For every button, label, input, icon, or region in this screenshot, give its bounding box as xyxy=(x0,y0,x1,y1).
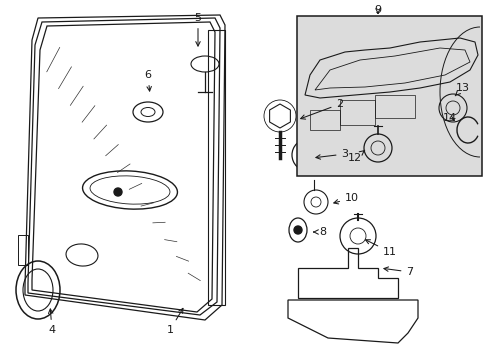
Text: 6: 6 xyxy=(144,70,151,91)
Text: 7: 7 xyxy=(383,267,413,277)
Text: 5: 5 xyxy=(194,13,201,46)
Text: 4: 4 xyxy=(48,309,56,335)
Text: 13: 13 xyxy=(454,83,469,96)
Bar xyxy=(296,16,481,176)
Text: 8: 8 xyxy=(313,227,326,237)
Text: 10: 10 xyxy=(333,193,358,204)
Text: 14: 14 xyxy=(442,113,456,123)
Text: 2: 2 xyxy=(300,99,343,119)
Text: 3: 3 xyxy=(315,149,348,159)
Circle shape xyxy=(293,226,302,234)
Text: 11: 11 xyxy=(365,240,396,257)
Text: 1: 1 xyxy=(166,309,183,335)
Circle shape xyxy=(114,188,122,196)
Text: 12: 12 xyxy=(347,150,364,163)
Text: 9: 9 xyxy=(374,5,381,15)
